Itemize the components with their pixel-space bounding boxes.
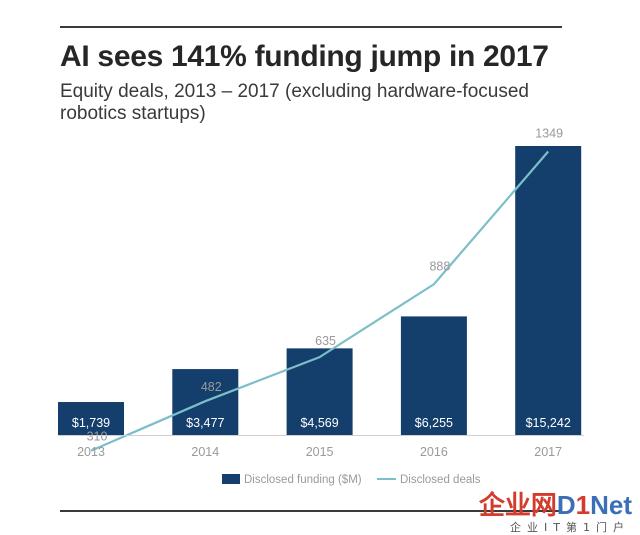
deals-label-2014: 482 — [201, 380, 222, 394]
bar-2017 — [515, 146, 582, 435]
legend-swatch-funding — [222, 474, 240, 484]
bar-label-2013: $1,739 — [72, 416, 110, 430]
bar-label-2014: $3,477 — [186, 416, 224, 430]
legend-label-deals: Disclosed deals — [400, 474, 481, 486]
chart-subtitle: Equity deals, 2013 – 2017 (excluding har… — [60, 81, 529, 124]
bottom-rule — [60, 510, 562, 512]
legend-label-funding: Disclosed funding ($M) — [244, 474, 362, 486]
watermark-tagline: 企业IT第1门户 — [510, 521, 630, 534]
bars-layer: $1,739 $3,477 $4,569 $6,255 $15,242 — [58, 146, 582, 435]
bar-2015 — [286, 348, 353, 435]
x-tick-label-2016: 2016 — [420, 445, 448, 459]
bar-label-2015: $4,569 — [300, 416, 338, 430]
axis-layer: 2013 2014 2015 2016 2017 — [58, 435, 584, 459]
bar-label-2016: $6,255 — [415, 416, 453, 430]
legend: Disclosed funding ($M) Disclosed deals — [222, 474, 481, 486]
deals-line — [90, 150, 550, 452]
line-layer: 310 482 635 888 1349 — [87, 126, 563, 452]
bar-label-2017: $15,242 — [526, 416, 571, 430]
chart-title: AI sees 141% funding jump in 2017 — [60, 40, 549, 73]
deals-label-2013: 310 — [87, 430, 108, 444]
x-tick-label-2015: 2015 — [306, 445, 334, 459]
top-rule — [60, 26, 562, 28]
x-tick-label-2017: 2017 — [534, 445, 562, 459]
watermark-brand-1: 1 — [575, 490, 591, 520]
bar-2013 — [58, 402, 124, 435]
deals-label-2016: 888 — [429, 259, 450, 273]
x-tick-label-2013: 2013 — [77, 445, 105, 459]
watermark-brand-cn: 企业网 — [478, 490, 557, 520]
deals-label-2017: 1349 — [535, 126, 563, 140]
watermark-brand-net: Net — [590, 490, 632, 520]
watermark-logo: 企业网D1Net 企业IT第1门户 — [462, 490, 632, 534]
watermark-brand-d: D — [556, 490, 576, 520]
bar-2016 — [400, 316, 467, 435]
deals-label-2015: 635 — [315, 334, 336, 348]
x-tick-label-2014: 2014 — [191, 445, 219, 459]
